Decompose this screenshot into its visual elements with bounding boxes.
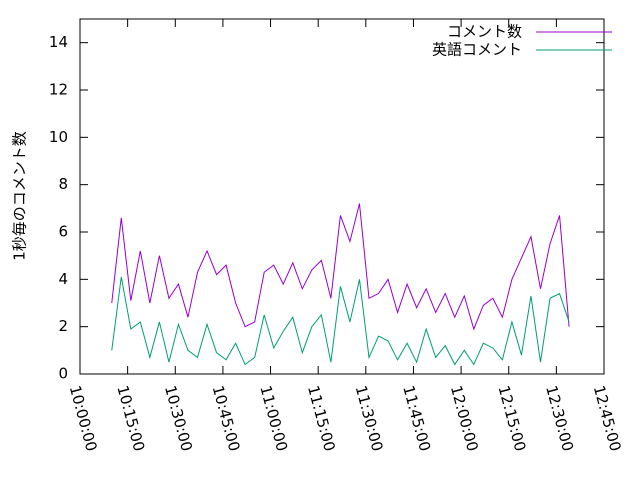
y-tick-label: 6 [58, 223, 68, 241]
series-line [111, 276, 570, 366]
y-tick-label: 8 [58, 175, 68, 193]
y-tick-label: 0 [58, 365, 68, 383]
y-tick-label: 10 [49, 128, 68, 146]
y-tick-label: 2 [58, 317, 68, 335]
y-tick-label: 14 [49, 33, 68, 51]
legend-label: 英語コメント [432, 41, 522, 59]
y-tick-label: 4 [58, 270, 68, 288]
plot-border [79, 18, 605, 375]
series-line [111, 203, 570, 331]
y-axis-label: 1秒毎のコメント数 [11, 131, 29, 261]
legend-label: コメント数 [447, 23, 522, 41]
y-tick-label: 12 [49, 81, 68, 99]
